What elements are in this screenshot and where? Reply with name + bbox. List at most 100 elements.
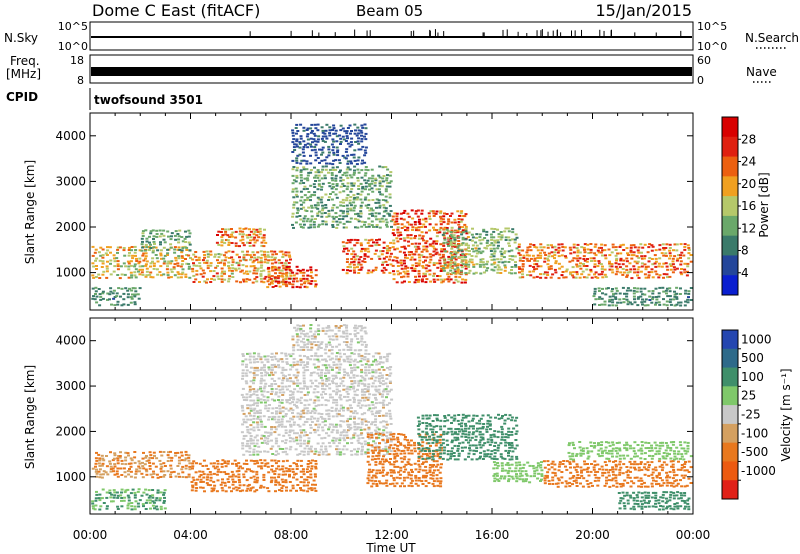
data-cell xyxy=(441,233,445,236)
data-cell xyxy=(278,250,282,253)
data-cell xyxy=(675,259,679,262)
data-cell xyxy=(535,275,539,278)
data-cell xyxy=(299,439,302,442)
data-cell xyxy=(269,277,273,280)
data-cell xyxy=(539,273,542,276)
data-cell xyxy=(321,387,324,390)
data-cell xyxy=(163,489,167,492)
data-cell xyxy=(95,268,98,270)
data-cell xyxy=(450,226,454,229)
data-cell xyxy=(188,465,192,468)
data-cell xyxy=(417,237,421,240)
data-cell xyxy=(687,247,691,249)
data-cell xyxy=(262,269,266,272)
data-cell xyxy=(348,398,352,401)
data-cell xyxy=(273,371,277,374)
data-cell xyxy=(238,484,242,487)
data-cell xyxy=(345,241,349,244)
data-cell xyxy=(547,266,551,269)
data-cell xyxy=(543,257,547,260)
data-cell xyxy=(271,453,275,455)
data-cell xyxy=(112,254,116,257)
data-cell xyxy=(384,435,388,437)
data-cell xyxy=(432,436,436,439)
data-cell xyxy=(431,477,435,480)
data-cell xyxy=(679,256,682,259)
data-cell xyxy=(382,368,386,371)
data-cell xyxy=(551,246,555,249)
data-cell xyxy=(417,428,421,431)
data-cell xyxy=(342,205,346,207)
data-cell xyxy=(296,207,300,210)
data-cell xyxy=(388,214,392,217)
data-cell xyxy=(181,257,185,259)
data-cell xyxy=(105,491,109,494)
data-cell xyxy=(363,154,367,157)
data-cell xyxy=(558,267,562,270)
data-cell xyxy=(298,325,302,327)
data-cell xyxy=(644,276,648,279)
data-cell xyxy=(158,271,162,274)
data-cell xyxy=(409,237,413,240)
data-cell xyxy=(492,255,496,258)
data-cell xyxy=(313,176,316,179)
data-cell xyxy=(416,245,420,248)
nave-tick-top: 60 xyxy=(697,54,711,67)
date-title: 15/Jan/2015 xyxy=(595,1,692,20)
data-cell xyxy=(432,226,435,229)
data-cell xyxy=(145,260,149,263)
data-cell xyxy=(479,258,483,261)
data-cell xyxy=(291,131,295,134)
data-cell xyxy=(404,272,408,275)
data-cell xyxy=(256,251,260,254)
data-cell xyxy=(356,447,360,450)
data-cell xyxy=(320,369,324,372)
data-cell xyxy=(335,335,339,338)
data-cell xyxy=(373,252,377,255)
data-cell xyxy=(457,243,460,245)
data-cell xyxy=(153,454,156,457)
data-cell xyxy=(353,123,357,126)
data-cell xyxy=(202,473,206,476)
data-cell xyxy=(581,270,585,273)
data-cell xyxy=(91,245,95,248)
data-cell xyxy=(364,443,368,446)
data-cell xyxy=(411,226,415,229)
data-cell xyxy=(292,196,296,199)
data-cell xyxy=(291,271,295,274)
data-cell xyxy=(436,278,440,281)
data-cell xyxy=(564,270,568,273)
data-cell xyxy=(320,185,324,188)
data-cell xyxy=(240,431,244,434)
data-cell xyxy=(366,388,370,391)
data-cell xyxy=(367,269,371,272)
data-cell xyxy=(104,252,108,255)
data-cell xyxy=(338,162,342,164)
data-cell xyxy=(220,465,224,468)
data-cell xyxy=(400,227,404,229)
data-cell xyxy=(167,235,170,238)
data-cell xyxy=(669,298,672,301)
data-cell xyxy=(253,412,257,415)
data-cell xyxy=(285,388,289,391)
data-cell xyxy=(242,256,246,259)
data-cell xyxy=(364,185,368,188)
data-cell xyxy=(377,446,381,449)
data-cell xyxy=(327,364,331,367)
data-cell xyxy=(364,196,368,199)
data-cell xyxy=(346,348,350,351)
data-cell xyxy=(299,226,303,228)
data-cell xyxy=(303,369,307,372)
data-cell xyxy=(403,485,406,488)
data-cell xyxy=(689,254,693,256)
data-cell xyxy=(97,462,101,465)
data-cell xyxy=(353,266,356,269)
data-cell xyxy=(266,465,270,468)
data-cell xyxy=(129,492,133,495)
data-cell xyxy=(511,231,515,234)
data-cell xyxy=(259,459,263,462)
data-cell xyxy=(267,471,271,474)
data-cell xyxy=(166,265,169,268)
data-cell xyxy=(425,270,429,273)
data-cell xyxy=(205,281,208,284)
